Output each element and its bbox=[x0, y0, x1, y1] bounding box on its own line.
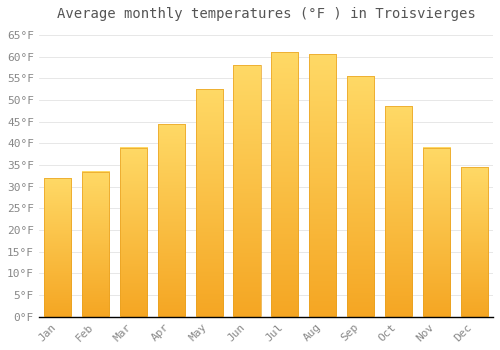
Bar bbox=[385, 106, 412, 317]
Bar bbox=[422, 148, 450, 317]
Bar bbox=[196, 89, 223, 317]
Title: Average monthly temperatures (°F ) in Troisvierges: Average monthly temperatures (°F ) in Tr… bbox=[56, 7, 476, 21]
Bar bbox=[82, 172, 109, 317]
Bar bbox=[234, 65, 260, 317]
Bar bbox=[44, 178, 72, 317]
Bar bbox=[347, 76, 374, 317]
Bar bbox=[158, 124, 185, 317]
Bar bbox=[120, 148, 147, 317]
Bar bbox=[460, 167, 488, 317]
Bar bbox=[271, 52, 298, 317]
Bar bbox=[309, 55, 336, 317]
